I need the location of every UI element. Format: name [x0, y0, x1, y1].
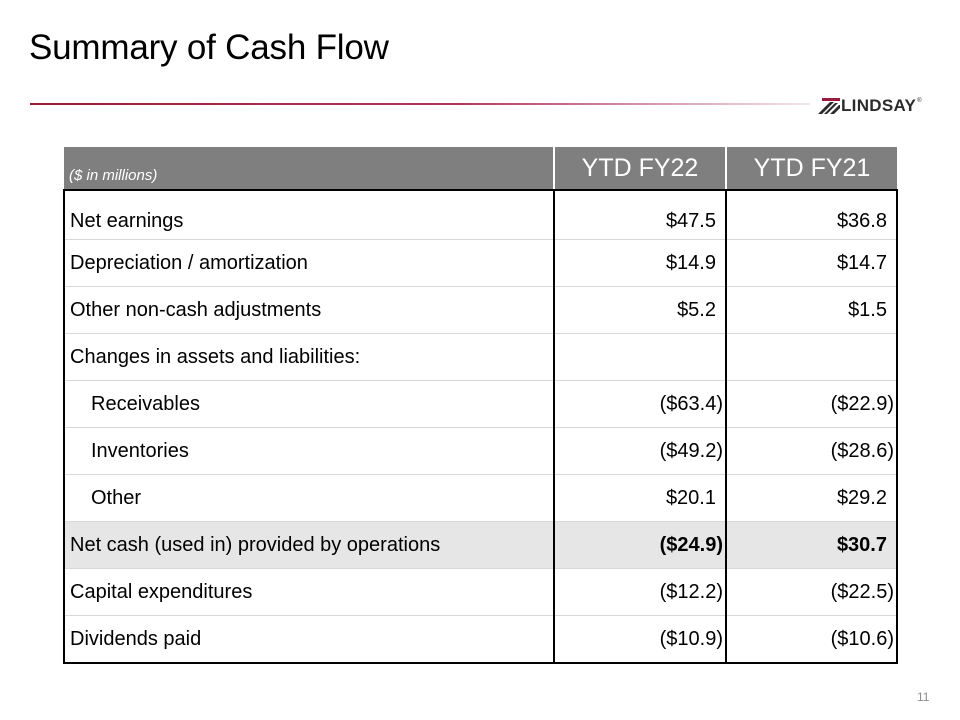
value-fy22: ($63.4) — [659, 392, 723, 415]
value-fy21: ($22.5) — [830, 580, 894, 603]
table-row-other-non-cash: Other non-cash adjustments $5.2 $1.5 — [63, 286, 898, 334]
value-fy22: $20.1 — [665, 486, 716, 509]
row-label: Other — [63, 474, 554, 522]
logo-text: LINDSAY — [841, 96, 917, 115]
row-label: Other non-cash adjustments — [63, 286, 554, 334]
table-row-dividends: Dividends paid ($10.9) ($10.6) — [63, 615, 898, 664]
table-row-receivables: Receivables ($63.4) ($22.9) — [63, 380, 898, 428]
logo-trademark: ® — [917, 98, 922, 104]
table-row-changes-header: Changes in assets and liabilities: — [63, 333, 898, 381]
row-label: Changes in assets and liabilities: — [63, 333, 554, 381]
value-fy21: ($10.6) — [830, 627, 894, 650]
value-fy21: ($28.6) — [830, 439, 894, 462]
table-row-net-earnings: Net earnings $47.5 $36.8 — [63, 190, 898, 240]
row-label: Capital expenditures — [63, 568, 554, 616]
cash-flow-table: ($ in millions) YTD FY22 YTD FY21 Net ea… — [63, 147, 898, 664]
value-fy21: $36.8 — [836, 209, 887, 232]
row-label: Receivables — [63, 380, 554, 428]
value-fy22: ($10.9) — [659, 627, 723, 650]
value-fy22: ($12.2) — [659, 580, 723, 603]
column-header-fy22: YTD FY22 — [553, 147, 726, 191]
table-header-row: ($ in millions) YTD FY22 YTD FY21 — [64, 147, 897, 191]
table-row-depreciation: Depreciation / amortization $14.9 $14.7 — [63, 239, 898, 287]
value-fy21: $29.2 — [836, 486, 887, 509]
value-fy21: $1.5 — [848, 298, 887, 321]
row-label: Net cash (used in) provided by operation… — [63, 521, 554, 569]
units-label: ($ in millions) — [64, 147, 554, 191]
table-row-other: Other $20.1 $29.2 — [63, 474, 898, 522]
page-number: 11 — [917, 690, 930, 704]
lindsay-logo: LINDSAY ® — [818, 96, 940, 116]
row-label: Depreciation / amortization — [63, 239, 554, 287]
value-fy22: ($49.2) — [659, 439, 723, 462]
column-header-fy21: YTD FY21 — [725, 147, 897, 191]
value-fy22: $47.5 — [665, 209, 716, 232]
value-fy22: $14.9 — [665, 251, 716, 274]
value-fy21: $14.7 — [836, 251, 887, 274]
value-fy22: $5.2 — [677, 298, 716, 321]
table-row-inventories: Inventories ($49.2) ($28.6) — [63, 427, 898, 475]
row-label: Inventories — [63, 427, 554, 475]
row-label: Net earnings — [63, 190, 554, 240]
table-row-capex: Capital expenditures ($12.2) ($22.5) — [63, 568, 898, 616]
page-title: Summary of Cash Flow — [29, 28, 389, 67]
title-divider — [30, 103, 810, 105]
value-fy21: ($22.9) — [830, 392, 894, 415]
value-fy22: ($24.9) — [659, 533, 723, 556]
table-row-net-cash-operations: Net cash (used in) provided by operation… — [63, 521, 898, 569]
row-label: Dividends paid — [63, 615, 554, 664]
value-fy21: $30.7 — [836, 533, 887, 556]
lindsay-stripes-icon — [818, 98, 840, 114]
